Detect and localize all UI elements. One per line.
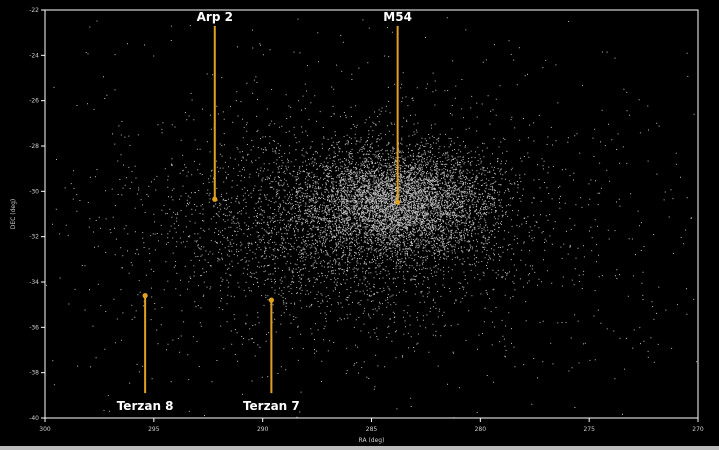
y-tick-label: -22 (29, 7, 39, 14)
y-tick-label: -26 (29, 98, 39, 105)
x-tick-label: 300 (39, 426, 51, 433)
y-tick-label: -40 (29, 415, 39, 422)
x-tick-label: 280 (475, 426, 487, 433)
annotation-arp-2: Arp 2 (197, 10, 233, 202)
annotation-label: M54 (383, 10, 412, 24)
x-tick-label: 285 (366, 426, 378, 433)
x-axis-label: RA (deg) (359, 437, 385, 444)
y-tick-label: -38 (29, 370, 39, 377)
x-tick-label: 290 (257, 426, 269, 433)
scatter-points (45, 17, 699, 419)
y-tick-label: -28 (29, 143, 39, 150)
annotation-terzan-7: Terzan 7 (243, 297, 300, 413)
annotation-marker (268, 297, 274, 303)
annotation-label: Arp 2 (197, 10, 233, 24)
y-tick-label: -34 (29, 279, 39, 286)
y-axis-label: DEC (deg) (10, 199, 17, 230)
annotation-layer: Arp 2 M54 Terzan 8 Terzan 7 (117, 10, 412, 413)
points-layer (45, 17, 699, 419)
x-tick-label: 275 (583, 426, 595, 433)
axes-layer: 300 295 290 285 280 275 270 -22 -24 -26 -28 -30 -32 -… (10, 7, 704, 444)
x-tick-label: 270 (692, 426, 704, 433)
y-tick-label: -36 (29, 324, 39, 331)
annotation-m54: M54 (383, 10, 412, 205)
annotation-label: Terzan 7 (243, 399, 300, 413)
annotation-terzan-8: Terzan 8 (117, 293, 174, 413)
y-tick-label: -32 (29, 234, 39, 241)
annotation-marker (395, 199, 401, 205)
y-tick-label: -30 (29, 188, 39, 195)
annotation-marker (212, 196, 218, 202)
y-tick-label: -24 (29, 52, 39, 59)
annotation-marker (142, 293, 148, 299)
annotation-label: Terzan 8 (117, 399, 174, 413)
x-tick-label: 295 (148, 426, 160, 433)
